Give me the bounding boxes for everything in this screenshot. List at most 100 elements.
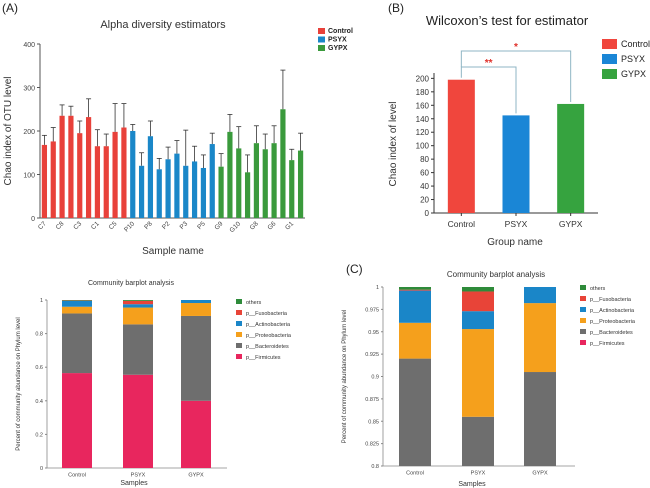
panel-a-bar: [192, 161, 197, 218]
community-left-legend-label: p__Actinobacteria: [246, 322, 291, 328]
community-left-bar-segment: [123, 308, 153, 325]
panel-b-ytick-label: 40: [420, 182, 429, 191]
panel-c-legend-label: p__Firmicutes: [590, 341, 625, 347]
panel-b-xtick-label: GYPX: [559, 219, 583, 229]
community-left-bar-segment: [181, 303, 211, 316]
panel-a-bar: [174, 154, 179, 218]
panel-a-bar: [183, 166, 188, 218]
community-left-bar-segment: [123, 324, 153, 374]
panel-a-legend-swatch: [318, 45, 325, 51]
panel-a-bar: [165, 159, 170, 218]
panel-a-xtick-label: C7: [37, 220, 48, 231]
panel-c-legend-swatch: [580, 340, 586, 345]
panel-b-legend-swatch: [602, 69, 617, 79]
community-left-xtick-label: Control: [68, 473, 86, 479]
panel-a-bar: [218, 167, 223, 218]
panel-b-title: Wilcoxon’s test for estimator: [426, 13, 589, 28]
panel-a-xtick-label: C8: [55, 220, 66, 231]
community-left-bar-segment: [62, 307, 92, 314]
panel-a-ytick-label: 300: [23, 86, 35, 93]
community-left-bar-segment: [123, 300, 153, 301]
panel-c-bar-segment: [399, 290, 431, 291]
community-left-legend-swatch: [236, 332, 242, 337]
community-left-xtick-label: GYPX: [188, 473, 204, 479]
panel-a-xtick-label: C3: [72, 220, 83, 231]
panel-b-ytick-label: 100: [416, 142, 430, 151]
panel-a-bar: [51, 141, 56, 218]
panel-c-bar-segment: [524, 303, 556, 372]
panel-c-bar-segment: [399, 291, 431, 323]
panel-a-xtick-label: G10: [229, 220, 243, 234]
community-left-legend-swatch: [236, 321, 242, 326]
panel-a-xlabel: Sample name: [142, 246, 204, 257]
panel-a-xtick-label: P10: [123, 220, 136, 233]
panel-b-ylabel: Chao index of level: [388, 101, 399, 186]
panel-a-bar: [104, 146, 109, 218]
panel-c-bar-segment: [462, 287, 494, 291]
community-left-bar-segment: [123, 304, 153, 307]
panel-a-xtick-label: G8: [249, 220, 260, 231]
panel-a-xtick-label: C5: [108, 220, 119, 231]
panel-c-xlabel: Samples: [458, 481, 486, 488]
community-left-ytick-label: 0.4: [35, 399, 43, 405]
panel-a-legend-swatch: [318, 37, 325, 43]
panel-c-bar-segment: [462, 329, 494, 417]
panel-c-ylabel: Percent of community abundance on Phylum…: [342, 310, 348, 443]
panel-a-bar: [86, 117, 91, 218]
panel-c-ytick-label: 0.8: [371, 464, 379, 470]
community-left-ylabel: Percent of community abundance on Phylum…: [16, 317, 22, 450]
community-left-ytick-label: 0.2: [35, 432, 43, 438]
panel-b-ytick-label: 120: [416, 128, 430, 137]
panel-c-ytick-label: 1: [376, 285, 379, 291]
panel-c-title: Community barplot analysis: [447, 270, 545, 279]
panel-b-legend-label: Control: [621, 39, 650, 49]
panel-a-xtick-label: G9: [213, 220, 224, 231]
panel-c-ytick-label: 0.975: [365, 307, 379, 313]
panel-b-ytick-label: 200: [416, 74, 430, 83]
panel-a-xtick-label: P8: [143, 220, 154, 231]
panel-b-ytick-label: 180: [416, 88, 430, 97]
panel-b-legend-label: GYPX: [621, 69, 646, 79]
panel-b-legend-swatch: [602, 54, 617, 64]
panel-a-bar: [201, 168, 206, 218]
panel-c-legend-swatch: [580, 285, 586, 290]
community-left-bar-segment: [62, 313, 92, 373]
community-left-legend-swatch: [236, 354, 242, 359]
panel-b-xtick-label: Control: [448, 219, 476, 229]
panel-b-xlabel: Group name: [487, 237, 543, 248]
panel-c-ytick-label: 0.9: [371, 375, 379, 381]
panel-b-ytick-label: 140: [416, 115, 430, 124]
community-left-xtick-label: PSYX: [131, 473, 146, 479]
community-left-bar-segment: [123, 375, 153, 468]
panel-b-label: (B): [388, 1, 404, 15]
panel-a-bar: [245, 172, 250, 218]
panel-a-bar: [121, 128, 126, 218]
panel-b-bar: [448, 80, 475, 213]
panel-b-ytick-label: 160: [416, 101, 430, 110]
panel-a-bar: [289, 160, 294, 218]
panel-c-legend-label: p__Bacteroidetes: [590, 330, 633, 336]
community-left-legend-swatch: [236, 299, 242, 304]
community-left-ytick-label: 0: [40, 466, 43, 472]
panel-b-legend-swatch: [602, 39, 617, 49]
panel-a-bar: [95, 146, 100, 218]
panel-c-bar-segment: [462, 417, 494, 466]
community-left-title: Community barplot analysis: [88, 280, 174, 287]
panel-b-bar: [503, 115, 530, 213]
panel-a-bar: [139, 166, 144, 218]
panel-a-xtick-label: P5: [196, 220, 207, 231]
panel-a-legend-swatch: [318, 28, 325, 34]
community-left-legend-label: p__Fusobacteria: [246, 311, 288, 317]
community-left-ytick-label: 1: [40, 298, 43, 304]
panel-a-ytick-label: 200: [23, 129, 35, 136]
panel-a-legend-label: PSYX: [328, 37, 347, 44]
panel-c-bar-segment: [462, 291, 494, 311]
panel-a-ytick-label: 400: [23, 42, 35, 49]
panel-c-bar-segment: [462, 311, 494, 329]
panel-c-legend-label: p__Fusobacteria: [590, 297, 632, 303]
community-left-bar-segment: [181, 316, 211, 401]
panel-c-bar-segment: [399, 287, 431, 290]
panel-a-bar: [148, 136, 153, 218]
panel-b-bar: [557, 104, 584, 213]
panel-c-ytick-label: 0.825: [365, 442, 379, 448]
